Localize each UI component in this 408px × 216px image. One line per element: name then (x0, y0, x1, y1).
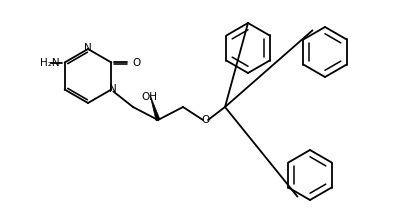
Polygon shape (150, 95, 160, 121)
Text: N: N (84, 43, 92, 53)
Text: O: O (132, 57, 141, 67)
Text: N: N (109, 84, 116, 95)
Text: H₂N: H₂N (40, 57, 60, 67)
Text: O: O (201, 115, 209, 125)
Text: OH: OH (141, 92, 157, 102)
